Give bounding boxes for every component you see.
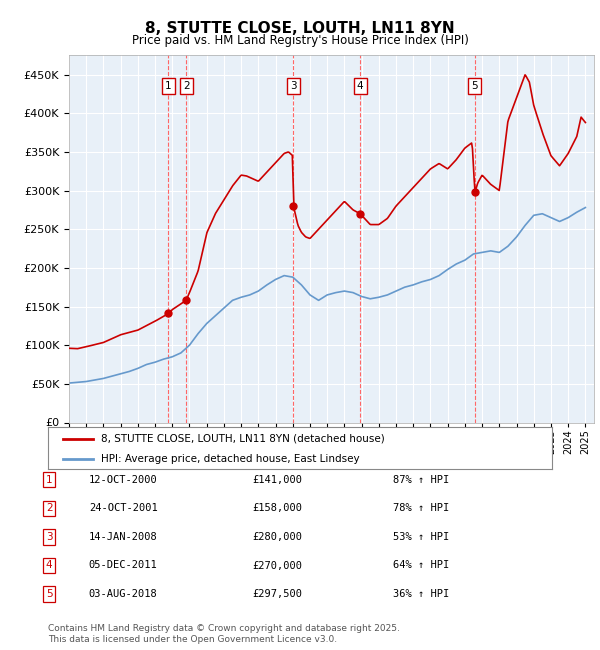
Text: £270,000: £270,000 — [252, 560, 302, 571]
Text: £297,500: £297,500 — [252, 589, 302, 599]
Text: £280,000: £280,000 — [252, 532, 302, 542]
Text: 05-DEC-2011: 05-DEC-2011 — [89, 560, 158, 571]
Text: 4: 4 — [46, 560, 53, 571]
Text: 3: 3 — [46, 532, 53, 542]
Text: 2: 2 — [183, 81, 190, 91]
Text: 5: 5 — [46, 589, 53, 599]
Text: 53% ↑ HPI: 53% ↑ HPI — [393, 532, 449, 542]
Text: 14-JAN-2008: 14-JAN-2008 — [89, 532, 158, 542]
Text: 12-OCT-2000: 12-OCT-2000 — [89, 474, 158, 485]
Text: 3: 3 — [290, 81, 297, 91]
Text: Price paid vs. HM Land Registry's House Price Index (HPI): Price paid vs. HM Land Registry's House … — [131, 34, 469, 47]
Text: 4: 4 — [357, 81, 364, 91]
Text: 87% ↑ HPI: 87% ↑ HPI — [393, 474, 449, 485]
Text: £158,000: £158,000 — [252, 503, 302, 514]
Text: Contains HM Land Registry data © Crown copyright and database right 2025.
This d: Contains HM Land Registry data © Crown c… — [48, 624, 400, 644]
Text: 78% ↑ HPI: 78% ↑ HPI — [393, 503, 449, 514]
Text: 2: 2 — [46, 503, 53, 514]
Text: 64% ↑ HPI: 64% ↑ HPI — [393, 560, 449, 571]
Text: 8, STUTTE CLOSE, LOUTH, LN11 8YN: 8, STUTTE CLOSE, LOUTH, LN11 8YN — [145, 21, 455, 36]
Text: 24-OCT-2001: 24-OCT-2001 — [89, 503, 158, 514]
Text: 36% ↑ HPI: 36% ↑ HPI — [393, 589, 449, 599]
Text: 5: 5 — [472, 81, 478, 91]
Text: 03-AUG-2018: 03-AUG-2018 — [89, 589, 158, 599]
Text: £141,000: £141,000 — [252, 474, 302, 485]
Text: 8, STUTTE CLOSE, LOUTH, LN11 8YN (detached house): 8, STUTTE CLOSE, LOUTH, LN11 8YN (detach… — [101, 434, 385, 444]
Text: HPI: Average price, detached house, East Lindsey: HPI: Average price, detached house, East… — [101, 454, 359, 463]
Text: 1: 1 — [46, 474, 53, 485]
Text: 1: 1 — [165, 81, 172, 91]
